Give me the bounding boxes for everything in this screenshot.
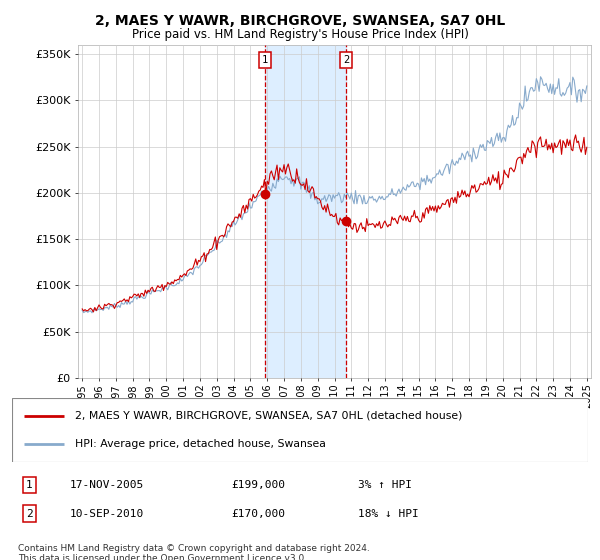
Text: Contains HM Land Registry data © Crown copyright and database right 2024.
This d: Contains HM Land Registry data © Crown c… [18, 544, 370, 560]
Text: £199,000: £199,000 [231, 480, 285, 490]
Text: 2, MAES Y WAWR, BIRCHGROVE, SWANSEA, SA7 0HL (detached house): 2, MAES Y WAWR, BIRCHGROVE, SWANSEA, SA7… [76, 410, 463, 421]
Text: 2, MAES Y WAWR, BIRCHGROVE, SWANSEA, SA7 0HL: 2, MAES Y WAWR, BIRCHGROVE, SWANSEA, SA7… [95, 14, 505, 28]
Text: 2: 2 [343, 55, 350, 65]
Bar [265, 45, 346, 378]
Text: 1: 1 [262, 55, 268, 65]
Text: £170,000: £170,000 [231, 508, 285, 519]
FancyBboxPatch shape [12, 398, 588, 462]
Text: 3% ↑ HPI: 3% ↑ HPI [358, 480, 412, 490]
Text: 10-SEP-2010: 10-SEP-2010 [70, 508, 144, 519]
Text: 1: 1 [26, 480, 32, 490]
Text: 18% ↓ HPI: 18% ↓ HPI [358, 508, 418, 519]
Text: 2: 2 [26, 508, 32, 519]
Text: Price paid vs. HM Land Registry's House Price Index (HPI): Price paid vs. HM Land Registry's House … [131, 28, 469, 41]
Text: 17-NOV-2005: 17-NOV-2005 [70, 480, 144, 490]
Text: HPI: Average price, detached house, Swansea: HPI: Average price, detached house, Swan… [76, 439, 326, 449]
